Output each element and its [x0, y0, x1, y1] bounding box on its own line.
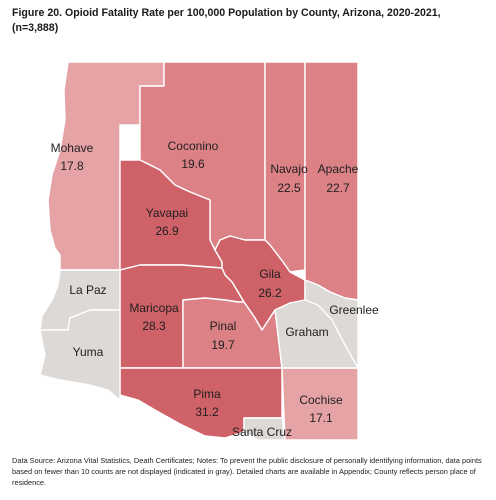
county-santa-cruz [243, 417, 286, 441]
label-maricopa-rate: 28.3 [142, 319, 166, 333]
label-gila-rate: 26.2 [258, 286, 282, 300]
label-pinal-name: Pinal [210, 319, 237, 333]
label-apache-rate: 22.7 [326, 181, 350, 195]
label-navajo-rate: 22.5 [277, 181, 301, 195]
label-yavapai-rate: 26.9 [155, 224, 179, 238]
label-navajo-name: Navajo [270, 162, 308, 176]
label-yavapai-name: Yavapai [146, 206, 188, 220]
label-pinal-rate: 19.7 [211, 338, 235, 352]
label-yuma-name: Yuma [73, 345, 104, 359]
label-cochise-name: Cochise [299, 393, 343, 407]
label-la-paz-name: La Paz [69, 283, 106, 297]
label-greenlee-name: Greenlee [329, 303, 379, 317]
county-greenlee [304, 279, 359, 369]
label-mohave-rate: 17.8 [60, 159, 84, 173]
label-apache-name: Apache [318, 162, 359, 176]
county-yuma [39, 309, 121, 401]
label-graham-name: Graham [285, 325, 328, 339]
county-pima [119, 367, 283, 439]
data-source-note: Data Source: Arizona Vital Statistics, D… [12, 456, 482, 487]
figure-title: Figure 20. Opioid Fatality Rate per 100,… [12, 7, 441, 34]
label-maricopa-name: Maricopa [129, 301, 179, 315]
label-coconino-rate: 19.6 [181, 157, 205, 171]
label-pima-name: Pima [193, 387, 221, 401]
label-coconino-name: Coconino [168, 139, 219, 153]
label-pima-rate: 31.2 [195, 405, 219, 419]
label-gila-name: Gila [259, 267, 281, 281]
label-santa-cruz-name: Santa Cruz [232, 425, 292, 439]
label-mohave-name: Mohave [51, 141, 94, 155]
label-cochise-rate: 17.1 [309, 411, 333, 425]
